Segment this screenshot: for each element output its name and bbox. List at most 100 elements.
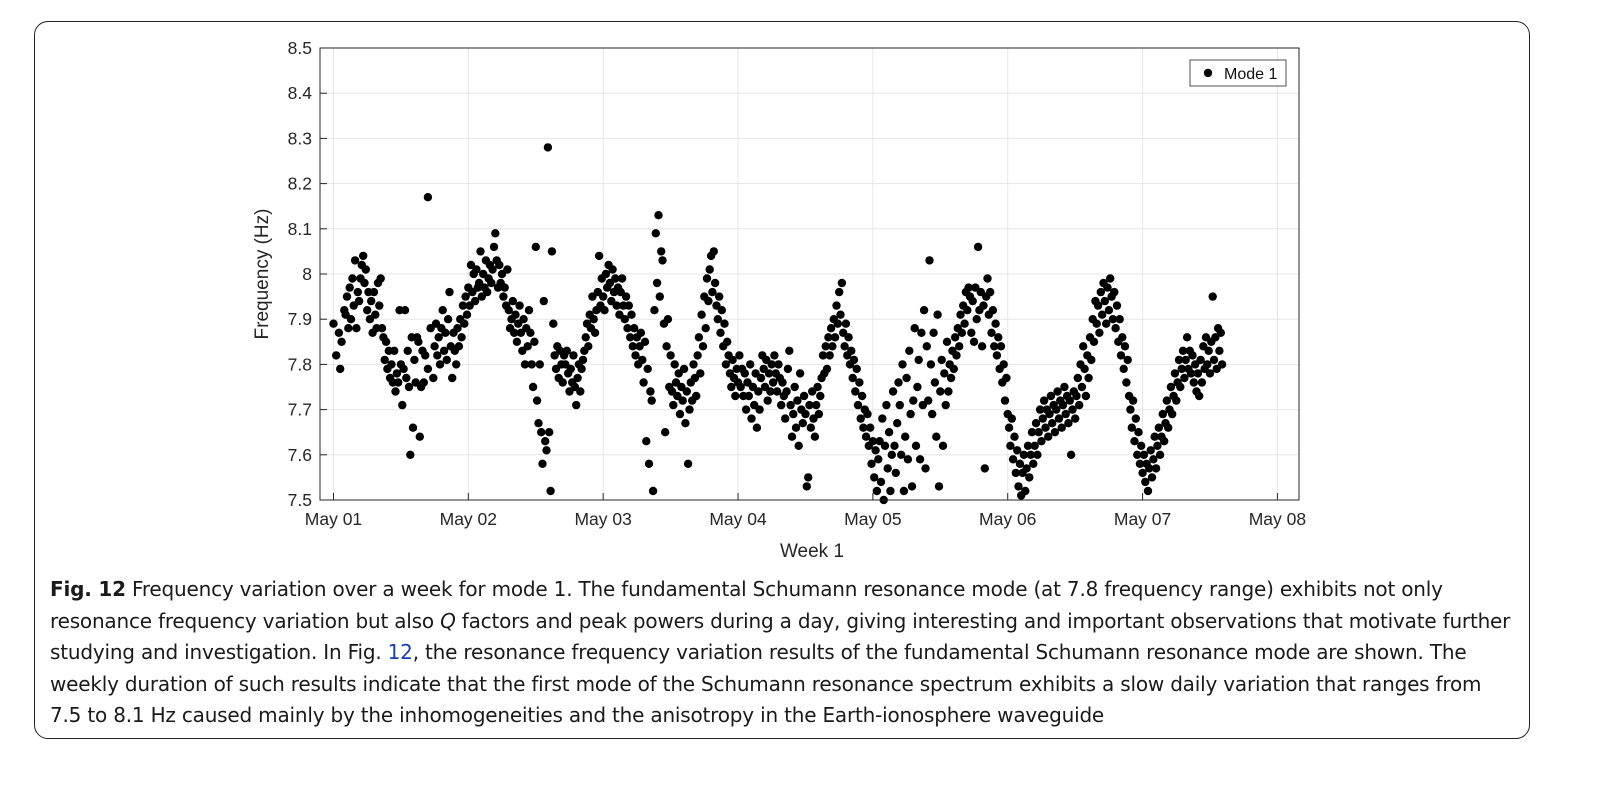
- data-point: [546, 486, 555, 496]
- data-point: [888, 387, 898, 396]
- data-point: [689, 360, 698, 369]
- data-point: [887, 450, 896, 459]
- data-point: [969, 337, 979, 346]
- data-point: [1022, 464, 1031, 473]
- data-point: [744, 391, 753, 401]
- data-point: [1141, 477, 1150, 487]
- data-point: [651, 229, 660, 238]
- data-point: [558, 378, 567, 387]
- data-point: [399, 364, 408, 374]
- data-point: [1100, 296, 1110, 306]
- data-point: [669, 400, 678, 410]
- data-point: [1110, 287, 1119, 297]
- data-point: [990, 342, 999, 351]
- data-point: [1093, 301, 1103, 310]
- data-point: [419, 378, 428, 387]
- data-point: [785, 346, 794, 355]
- data-point: [1006, 441, 1015, 450]
- data-point: [818, 351, 828, 360]
- data-point: [547, 247, 557, 256]
- data-point: [1112, 301, 1122, 310]
- data-point: [524, 306, 534, 315]
- data-point: [1080, 364, 1089, 374]
- data-point: [802, 482, 811, 491]
- data-point: [832, 301, 841, 310]
- data-point: [581, 333, 590, 342]
- x-tick-label: May 01: [305, 509, 362, 529]
- data-point: [1133, 450, 1142, 459]
- data-point: [1011, 468, 1020, 478]
- data-point: [1149, 455, 1158, 464]
- data-point: [495, 260, 504, 270]
- data-point: [852, 364, 861, 374]
- data-point: [911, 441, 921, 450]
- data-point: [708, 287, 717, 297]
- data-point: [891, 468, 900, 478]
- data-point: [988, 306, 998, 315]
- x-tick-label: May 05: [844, 509, 901, 529]
- data-point: [946, 373, 956, 383]
- data-point: [814, 409, 824, 419]
- data-point: [353, 287, 362, 297]
- caption-figure-link[interactable]: 12: [387, 640, 413, 664]
- data-point: [346, 315, 356, 324]
- data-point: [511, 310, 520, 319]
- data-point: [826, 324, 836, 333]
- y-tick-label: 7.6: [288, 445, 312, 465]
- data-point: [1217, 360, 1227, 369]
- data-point: [893, 419, 902, 428]
- data-point: [828, 342, 837, 351]
- caption-figure-label: Fig. 12: [50, 577, 126, 601]
- data-point: [590, 328, 600, 337]
- data-point: [578, 355, 588, 365]
- data-point: [332, 351, 341, 360]
- data-point: [782, 387, 791, 396]
- data-points: [329, 143, 1227, 505]
- data-point: [1064, 419, 1073, 428]
- data-point: [913, 382, 922, 392]
- data-point: [499, 292, 508, 301]
- data-point: [794, 441, 803, 450]
- data-point: [933, 310, 942, 319]
- data-point: [884, 428, 894, 437]
- data-point: [901, 432, 910, 441]
- data-point: [483, 287, 492, 297]
- data-point: [534, 419, 543, 428]
- data-point: [1216, 328, 1226, 337]
- data-point: [902, 373, 911, 383]
- data-point: [531, 242, 540, 252]
- data-point: [1030, 441, 1039, 450]
- data-point: [510, 328, 519, 337]
- data-point: [621, 292, 631, 301]
- data-point: [403, 346, 412, 355]
- data-point: [1108, 315, 1118, 324]
- data-point: [527, 360, 536, 369]
- data-point: [778, 378, 787, 387]
- data-point: [1146, 446, 1155, 455]
- data-point: [528, 382, 538, 392]
- data-point: [472, 265, 481, 274]
- data-point: [963, 306, 972, 315]
- data-point: [600, 306, 609, 315]
- data-point: [530, 337, 539, 346]
- data-point: [461, 292, 470, 301]
- data-point: [1026, 450, 1035, 459]
- data-point: [798, 419, 807, 428]
- data-point: [549, 319, 558, 328]
- x-tick-label: May 04: [709, 509, 767, 529]
- x-tick-label: May 06: [979, 509, 1036, 529]
- data-point: [470, 296, 480, 306]
- data-point: [361, 265, 370, 274]
- data-point: [883, 464, 892, 473]
- data-point: [859, 423, 868, 432]
- data-point: [986, 287, 995, 297]
- data-point: [894, 378, 903, 387]
- data-point: [768, 378, 778, 387]
- data-point: [584, 342, 593, 351]
- data-point: [589, 315, 598, 324]
- data-point: [1143, 486, 1153, 496]
- data-point: [650, 306, 659, 315]
- data-point: [442, 355, 451, 365]
- data-point: [620, 315, 629, 324]
- data-point: [430, 342, 439, 351]
